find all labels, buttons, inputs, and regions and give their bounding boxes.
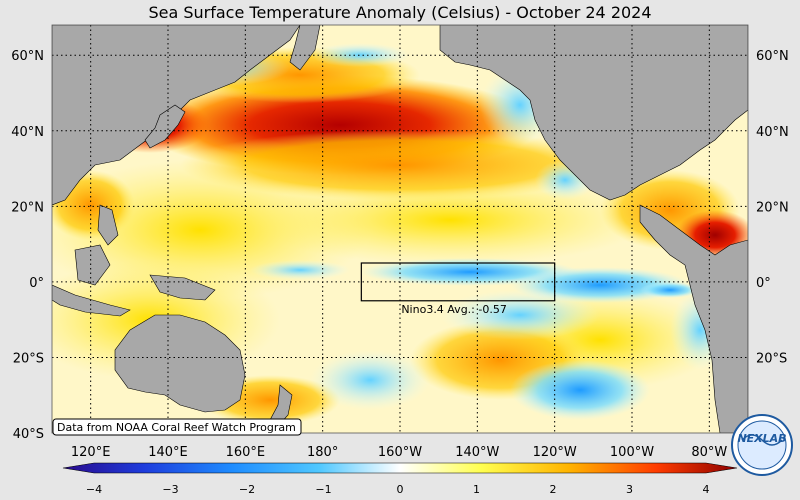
lat-label-right: 60°N [756,49,789,64]
lon-label: 160°E [226,445,266,460]
nino34-box [360,262,556,302]
lon-label: 120°E [71,445,111,460]
logo-text: NEXLAB [737,432,786,445]
lat-label-right: 20°N [756,200,789,215]
nino34-label: Nino3.4 Avg.: -0.57 [401,303,507,316]
lon-label: 160°W [378,445,422,460]
land-philippines [97,204,119,246]
land-australia [114,314,246,413]
colorbar-tick-label: 2 [550,483,557,496]
lat-label-left: 60°N [11,49,44,64]
colorbar-tick-label: 0 [397,483,404,496]
land-japan [144,104,186,149]
colorbar: −4 −3 −2 −1 0 1 2 3 4 [62,462,738,496]
lat-label-right: 0° [756,276,771,291]
lon-label: 140°E [148,445,188,460]
lon-label: 140°W [455,445,499,460]
colorbar-ticks: −4 −3 −2 −1 0 1 2 3 4 [86,483,710,496]
lon-label: 80°W [691,445,727,460]
nexlab-logo: NEXLAB [731,414,793,476]
land-masses [52,25,748,433]
lat-label-right: 20°S [756,351,787,366]
colorbar-tick-label: 4 [703,483,710,496]
colorbar-tick-label: 1 [473,483,480,496]
lat-label-left: 20°N [11,200,44,215]
lon-label: 180° [307,445,338,460]
source-note: Data from NOAA Coral Reef Watch Program [57,421,296,434]
land-north-america [439,25,748,201]
land-south-america [639,204,748,433]
colorbar-tick-label: 3 [626,483,633,496]
source-note-box: Data from NOAA Coral Reef Watch Program [52,418,302,436]
lat-label-left: 20°S [13,351,44,366]
land-borneo [74,244,111,286]
lon-label: 100°W [610,445,654,460]
lat-label-left: 40°N [11,125,44,140]
sst-field [52,25,748,433]
colorbar-tick-label: −1 [315,483,331,496]
longitude-labels: 120°E 140°E 160°E 180° 160°W 140°W 120°W 100°W 8… [71,445,728,460]
lat-label-left: 0° [29,276,44,291]
map-frame [51,24,749,434]
land-new-guinea [149,274,216,301]
lat-label-right: 40°N [756,125,789,140]
colorbar-tick-label: −2 [239,483,255,496]
colorbar-tick-label: −4 [86,483,102,496]
lon-label: 120°W [533,445,577,460]
land-kamchatka [289,25,321,71]
lat-label-left: 40°S [13,427,44,442]
latitude-labels-right: 60°N40°N20°N0°20°S40°S [756,49,789,442]
map-title: Sea Surface Temperature Anomaly (Celsius… [148,3,651,22]
colorbar-bar [62,462,738,474]
colorbar-tick-label: −3 [162,483,178,496]
latitude-labels-left: 60°N 40°N 20°N 0° 20°S 40°S [11,49,44,442]
graticule [52,25,748,433]
